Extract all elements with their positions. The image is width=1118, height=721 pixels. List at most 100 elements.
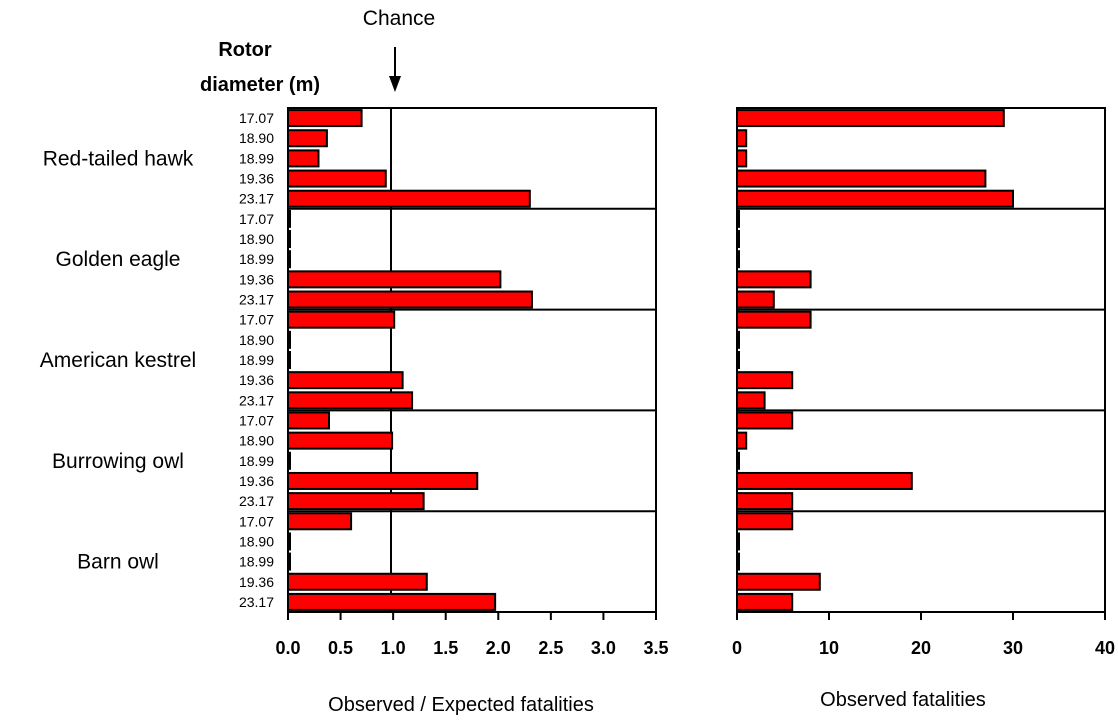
bar — [287, 209, 291, 228]
bar — [736, 290, 775, 309]
rotor-diameter-tick-label: 23.17 — [239, 594, 274, 610]
bar — [736, 471, 913, 490]
rotor-diameter-tick-label: 18.90 — [239, 332, 274, 348]
x-tick-label: 40 — [1095, 638, 1115, 658]
bar — [736, 512, 794, 531]
bar — [736, 109, 1005, 128]
rotor-diameter-unit-label: diameter (m) — [200, 74, 320, 96]
rotor-diameter-tick-label: 23.17 — [239, 191, 274, 207]
x-tick-label: 30 — [1003, 638, 1023, 658]
left-chart-panel: 17.07 18.90 18.99 19.36 23.17 17.07 18.90 18.99… — [239, 107, 669, 716]
bar — [736, 431, 748, 450]
bar — [736, 149, 748, 168]
bar — [287, 512, 353, 531]
species-label: Barn owl — [77, 551, 159, 574]
bar — [287, 371, 404, 390]
rotor-diameter-tick-label: 18.90 — [239, 231, 274, 247]
right-chart-panel: 0 10 20 30 40 Observed fatalities — [732, 107, 1115, 711]
bar — [736, 351, 740, 369]
rotor-diameter-tick-label: 17.07 — [239, 312, 274, 328]
rotor-diameter-tick-label: 19.36 — [239, 473, 274, 489]
x-tick-label: 3.5 — [643, 638, 668, 658]
bar — [736, 270, 812, 289]
rotor-diameter-tick-label: 17.07 — [239, 211, 274, 227]
species-label: Burrowing owl — [52, 450, 184, 473]
bar — [287, 471, 479, 490]
bar — [736, 129, 748, 148]
x-tick-label: 10 — [819, 638, 839, 658]
x-tick-label: 20 — [911, 638, 931, 658]
species-label: Golden eagle — [56, 248, 181, 271]
bar — [287, 411, 331, 430]
rotor-diameter-tick-label: 18.90 — [239, 433, 274, 449]
bar — [736, 371, 794, 390]
bar — [287, 552, 291, 571]
bar — [736, 492, 794, 511]
x-tick-label: 2.0 — [486, 638, 511, 658]
rotor-diameter-tick-label: 19.36 — [239, 574, 274, 590]
bar — [736, 592, 794, 611]
bar — [736, 310, 812, 329]
left-x-axis-label: Observed / Expected fatalities — [328, 694, 594, 716]
species-label: American kestrel — [40, 349, 196, 372]
bar — [287, 149, 320, 168]
bar — [736, 209, 740, 228]
bar — [736, 189, 1014, 208]
bar — [287, 330, 291, 349]
bar — [736, 169, 987, 188]
bar — [287, 109, 363, 128]
x-tick-label: 0.0 — [275, 638, 300, 658]
bar — [287, 572, 428, 591]
rotor-diameter-tick-label: 19.36 — [239, 171, 274, 187]
bar — [287, 351, 291, 369]
bar — [736, 330, 740, 349]
x-tick-label: 1.5 — [433, 638, 458, 658]
rotor-diameter-tick-label: 23.17 — [239, 392, 274, 408]
rotor-diameter-tick-label: 18.99 — [239, 453, 274, 469]
rotor-diameter-tick-label: 17.07 — [239, 412, 274, 428]
bar — [287, 451, 291, 470]
rotor-diameter-tick-label: 18.99 — [239, 554, 274, 570]
x-tick-label: 3.0 — [591, 638, 616, 658]
bar — [736, 451, 740, 470]
rotor-diameter-tick-label: 18.99 — [239, 251, 274, 267]
bar — [287, 129, 328, 148]
rotor-diameter-tick-label: 19.36 — [239, 271, 274, 287]
bar — [287, 169, 387, 188]
rotor-diameter-tick-label: 19.36 — [239, 372, 274, 388]
bar — [287, 310, 396, 329]
rotor-diameter-tick-label: 17.07 — [239, 110, 274, 126]
species-label: Red-tailed hawk — [43, 147, 194, 170]
bar — [287, 492, 425, 511]
bar — [736, 572, 821, 591]
right-x-axis-label: Observed fatalities — [820, 689, 986, 711]
rotor-diameter-tick-label: 18.99 — [239, 150, 274, 166]
bar — [736, 391, 766, 410]
rotor-diameter-tick-label: 18.99 — [239, 352, 274, 368]
chance-arrow — [389, 47, 401, 92]
bar — [736, 532, 740, 551]
rotor-diameter-label: Rotor — [218, 39, 272, 61]
bar — [287, 431, 394, 450]
bar — [287, 532, 291, 551]
x-tick-label: 0.5 — [328, 638, 353, 658]
rotor-diameter-tick-label: 17.07 — [239, 513, 274, 529]
rotor-diameter-tick-label: 18.90 — [239, 130, 274, 146]
bar — [736, 552, 740, 571]
bar — [287, 250, 291, 269]
bar — [287, 230, 291, 249]
bar — [287, 290, 533, 309]
bar — [287, 270, 502, 289]
rotor-diameter-tick-label: 23.17 — [239, 493, 274, 509]
bar — [736, 250, 740, 269]
rotor-diameter-tick-label: 23.17 — [239, 292, 274, 308]
bar — [287, 592, 497, 611]
bar — [736, 411, 794, 430]
bar — [287, 189, 531, 208]
x-tick-label: 1.0 — [381, 638, 406, 658]
bar — [736, 230, 740, 249]
x-tick-label: 2.5 — [538, 638, 563, 658]
rotor-diameter-tick-label: 18.90 — [239, 533, 274, 549]
bar — [287, 391, 414, 410]
